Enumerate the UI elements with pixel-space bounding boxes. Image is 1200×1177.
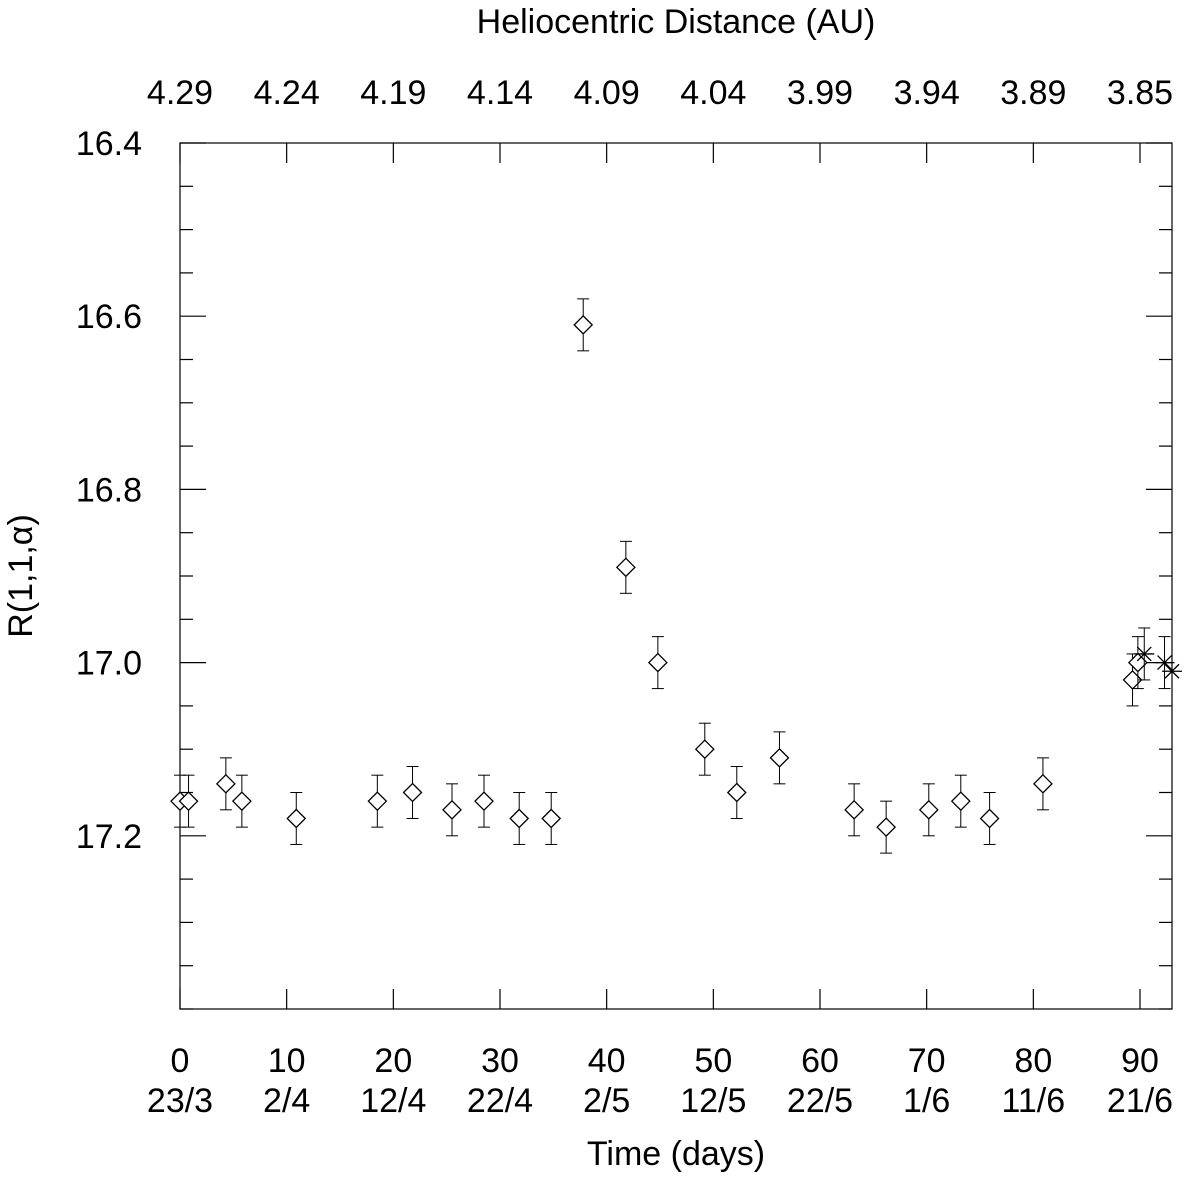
data-point: [726, 766, 747, 819]
top-tick-label: 4.04: [680, 74, 746, 112]
data-point: [178, 774, 199, 828]
diamond-marker: [231, 791, 252, 812]
data-point: [367, 774, 388, 828]
diamond-marker: [694, 739, 715, 760]
x-tick-label: 60: [801, 1042, 839, 1080]
diamond-marker: [215, 773, 236, 794]
diamond-marker: [286, 808, 307, 829]
x-tick-date-label: 2/4: [263, 1082, 310, 1120]
top-tick-label: 4.09: [574, 74, 640, 112]
x-tick-label: 0: [171, 1042, 190, 1080]
diamond-marker: [726, 782, 747, 803]
diamond-marker: [876, 817, 897, 838]
data-point: [1162, 663, 1182, 679]
top-tick-label: 3.85: [1107, 74, 1173, 112]
plot-frame: [179, 142, 1173, 1010]
diamond-marker: [918, 799, 939, 820]
x-tick-label: 20: [374, 1042, 412, 1080]
top-tick-label: 3.94: [894, 74, 960, 112]
x-tick-date-label: 22/4: [467, 1082, 533, 1120]
diamond-marker: [769, 747, 790, 768]
diamond-marker: [178, 791, 199, 812]
diamond-marker: [647, 652, 668, 673]
x-tick-date-label: 21/6: [1107, 1082, 1173, 1120]
x-tick-label: 70: [908, 1042, 946, 1080]
x-tick-label: 30: [481, 1042, 519, 1080]
diamond-marker: [442, 799, 462, 820]
data-point: [694, 722, 715, 776]
y-axis-title: R(1,1,α): [2, 514, 40, 638]
x-tick-date-label: 12/5: [680, 1082, 746, 1120]
diamond-marker: [844, 799, 865, 820]
diamond-marker: [541, 808, 562, 829]
x-tick-date-label: 23/3: [147, 1082, 213, 1120]
x-axis-title: Time (days): [587, 1135, 765, 1173]
data-point: [474, 774, 494, 828]
data-point: [647, 636, 668, 690]
top-tick-label: 4.19: [360, 74, 426, 112]
y-tick-label: 16.8: [76, 471, 142, 509]
x-tick-label: 10: [268, 1042, 306, 1080]
data-point: [215, 757, 236, 811]
x-tick-date-label: 1/6: [903, 1082, 950, 1120]
data-point: [844, 783, 865, 837]
diamond-marker: [1033, 773, 1053, 794]
top-axis-title: Heliocentric Distance (AU): [477, 3, 876, 41]
top-tick-label: 4.24: [254, 74, 320, 112]
data-point: [1134, 627, 1155, 681]
x-tick-date-label: 12/4: [360, 1082, 426, 1120]
y-tick-label: 17.0: [76, 645, 142, 683]
data-point: [615, 540, 636, 594]
data-point: [1154, 636, 1175, 690]
data-point: [950, 774, 971, 828]
data-point: [1033, 757, 1053, 811]
data-point: [918, 783, 939, 837]
top-tick-label: 4.29: [147, 74, 213, 112]
y-tick-label: 17.2: [76, 818, 142, 856]
x-tick-date-label: 11/6: [1002, 1082, 1066, 1120]
diamond-marker: [950, 791, 971, 812]
x-tick-label: 80: [1014, 1042, 1052, 1080]
data-point: [509, 792, 530, 845]
asterisk-stroke: [1136, 646, 1152, 662]
data-point: [286, 792, 307, 845]
data-point: [573, 298, 594, 352]
top-tick-label: 3.99: [787, 74, 853, 112]
diamond-marker: [615, 557, 636, 578]
top-tick-label: 3.89: [1000, 74, 1066, 112]
x-tick-label: 40: [588, 1042, 626, 1080]
diamond-marker: [979, 808, 1000, 829]
diamond-marker: [573, 314, 594, 335]
diamond-marker: [367, 791, 388, 812]
data-point: [1127, 636, 1148, 690]
x-tick-label: 50: [694, 1042, 732, 1080]
data-point: [1122, 653, 1143, 707]
y-tick-label: 16.4: [76, 125, 142, 163]
x-tick-date-label: 22/5: [787, 1082, 853, 1120]
diamond-marker: [509, 808, 530, 829]
ticks: [179, 142, 1172, 1010]
data-point: [769, 731, 790, 785]
diamond-marker: [402, 782, 423, 803]
x-tick-date-label: 2/5: [583, 1082, 630, 1120]
asterisk-stroke: [1164, 663, 1180, 679]
diamond-marker: [474, 791, 494, 812]
top-tick-label: 4.14: [467, 74, 533, 112]
data-point: [979, 792, 1000, 845]
data-point: [231, 774, 252, 828]
x-tick-label: 90: [1121, 1042, 1159, 1080]
data-point: [541, 792, 562, 845]
data-point: [402, 766, 423, 819]
data-point: [876, 800, 897, 854]
data-point: [442, 783, 462, 837]
asterisk-stroke: [1157, 655, 1172, 671]
y-tick-label: 16.6: [76, 298, 142, 336]
data-points: [170, 298, 1182, 854]
